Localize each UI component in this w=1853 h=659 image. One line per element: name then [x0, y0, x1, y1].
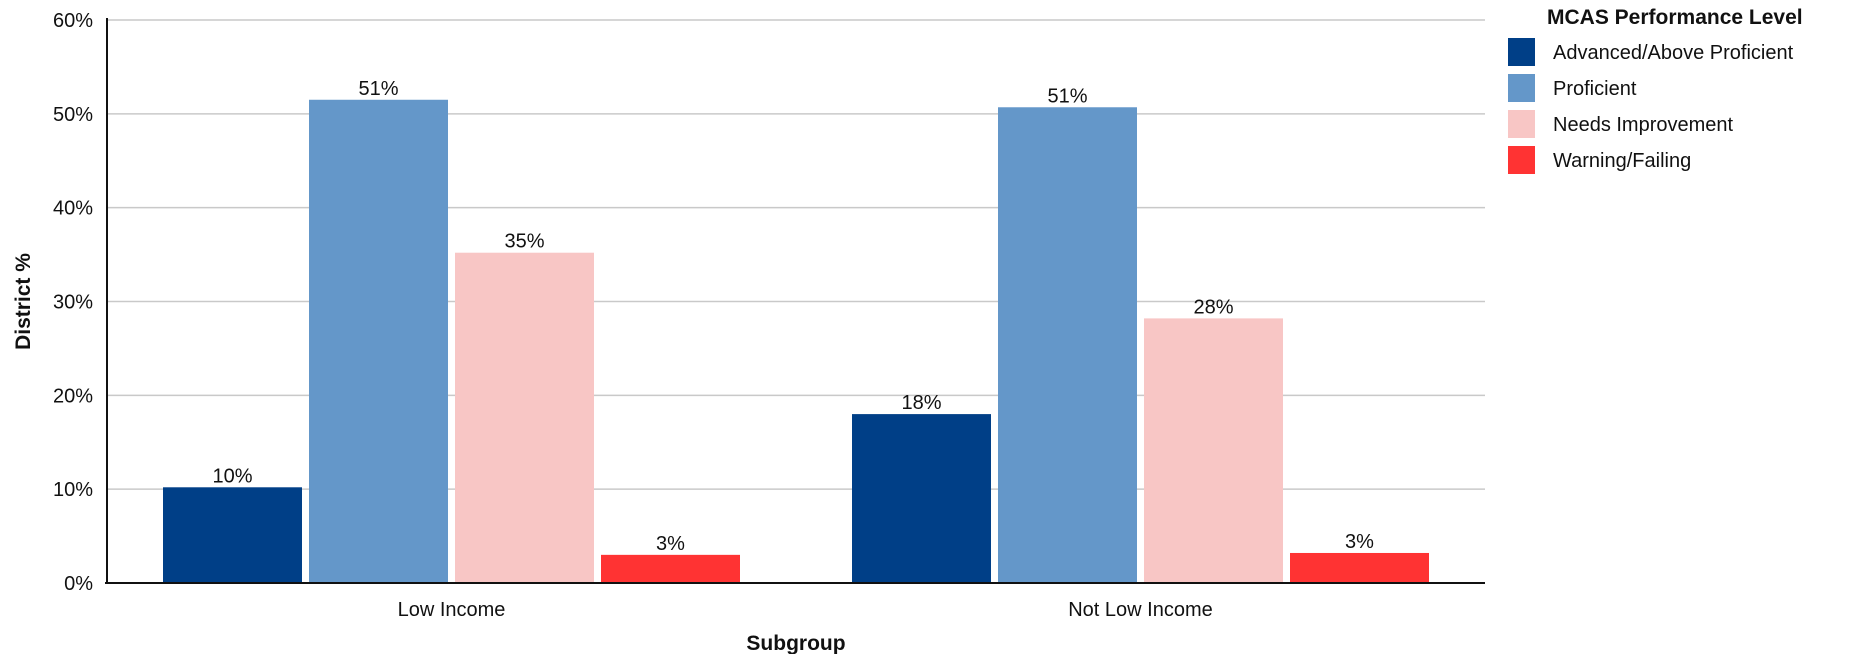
- data-labels: 10% 51% 35% 3% 18% 51% 28% 3%: [212, 78, 1374, 555]
- y-tick-label: 40%: [53, 198, 93, 220]
- y-tick-label: 30%: [53, 292, 93, 314]
- y-tick-label: 10%: [53, 479, 93, 501]
- legend-label: Proficient: [1553, 78, 1637, 100]
- legend: MCAS Performance Level Advanced/Above Pr…: [1508, 6, 1803, 174]
- legend-label: Warning/Failing: [1553, 150, 1691, 172]
- bar: [998, 107, 1137, 583]
- bar: [601, 554, 740, 583]
- data-label: 3%: [1345, 531, 1374, 553]
- legend-swatch: [1508, 146, 1535, 174]
- y-tick-label: 50%: [53, 104, 93, 126]
- bar: [1144, 318, 1283, 583]
- data-label: 3%: [656, 533, 685, 555]
- legend-title: MCAS Performance Level: [1547, 6, 1803, 29]
- y-tick-label: 60%: [53, 10, 93, 32]
- bar: [852, 414, 991, 583]
- bar: [309, 99, 448, 583]
- data-label: 51%: [358, 78, 398, 100]
- data-label: 10%: [212, 465, 252, 487]
- bar: [163, 487, 302, 583]
- legend-label: Needs Improvement: [1553, 114, 1734, 136]
- legend-swatch: [1508, 74, 1535, 102]
- y-tick-label: 0%: [64, 573, 93, 595]
- y-axis-title: District %: [12, 253, 35, 350]
- data-label: 18%: [901, 392, 941, 414]
- data-label: 51%: [1047, 85, 1087, 107]
- legend-label: Advanced/Above Proficient: [1553, 42, 1794, 64]
- data-label: 28%: [1193, 296, 1233, 318]
- x-axis-title: Subgroup: [746, 632, 845, 654]
- x-tick-label: Not Low Income: [1068, 599, 1213, 621]
- data-label: 35%: [504, 231, 544, 253]
- bars: [163, 99, 1429, 583]
- bar: [455, 252, 594, 583]
- legend-swatch: [1508, 38, 1535, 66]
- bar: [1290, 552, 1429, 583]
- x-tick-label: Low Income: [398, 599, 506, 621]
- y-tick-label: 20%: [53, 385, 93, 407]
- legend-swatch: [1508, 110, 1535, 138]
- axes: 0% 10% 20% 30% 40% 50% 60% Low Income Not Low In…: [53, 10, 1485, 621]
